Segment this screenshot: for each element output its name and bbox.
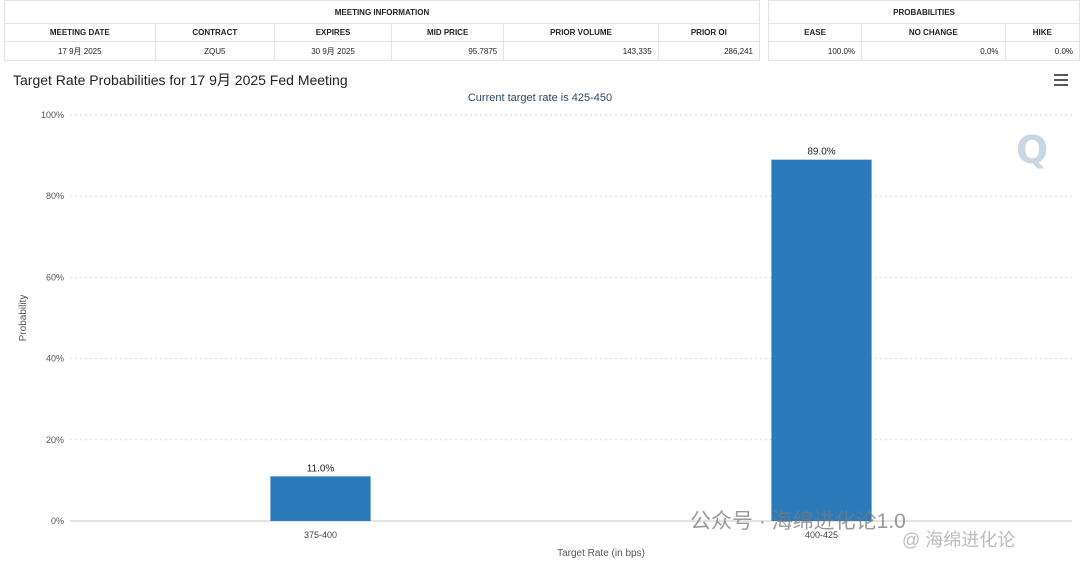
- y-tick-label: 80%: [46, 191, 64, 201]
- y-tick-label: 0%: [51, 516, 64, 526]
- value-prior-oi: 286,241: [657, 41, 761, 61]
- data-label: 89.0%: [807, 147, 835, 158]
- value-contract: ZQU5: [154, 41, 276, 61]
- chart-subtitle: Current target rate is 425-450: [467, 92, 613, 104]
- probabilities-title: PROBABILITIES: [768, 0, 1080, 24]
- data-label: 11.0%: [307, 463, 335, 474]
- x-axis-title: Target Rate (in bps): [557, 548, 645, 559]
- chart-title: Target Rate Probabilities for 17 9月 2025…: [13, 72, 348, 88]
- meeting-information-title: MEETING INFORMATION: [4, 0, 760, 24]
- value-ease: 100.0%: [767, 41, 863, 61]
- y-tick-label: 40%: [46, 354, 64, 364]
- y-tick-label: 60%: [46, 272, 64, 282]
- probabilities-table: PROBABILITIES EASE NO CHANGE HIKE 100.0%…: [767, 0, 1080, 61]
- y-axis-title: Probability: [18, 295, 29, 342]
- x-tick-label: 400-425: [805, 530, 838, 540]
- bar-375-400: [270, 476, 371, 521]
- bar-400-425: [771, 159, 872, 521]
- hamburger-menu-icon[interactable]: [1054, 74, 1068, 86]
- q-logo-watermark: Q: [1016, 128, 1049, 172]
- value-mid-price: 95.7875: [390, 41, 505, 61]
- x-tick-label: 375-400: [304, 530, 337, 540]
- value-meeting-date: 17 9月 2025: [4, 41, 156, 61]
- meeting-information-table: MEETING INFORMATION MEETING DATE CONTRAC…: [4, 0, 761, 61]
- value-prior-volume: 143,335: [503, 41, 659, 61]
- wechat-watermark: 公众号 · 海绵进化论1.0: [690, 510, 906, 533]
- y-tick-label: 100%: [41, 110, 64, 120]
- handle-watermark: @ 海绵进化论: [902, 530, 1016, 550]
- y-tick-label: 20%: [46, 435, 64, 445]
- value-hike: 0.0%: [1004, 41, 1080, 61]
